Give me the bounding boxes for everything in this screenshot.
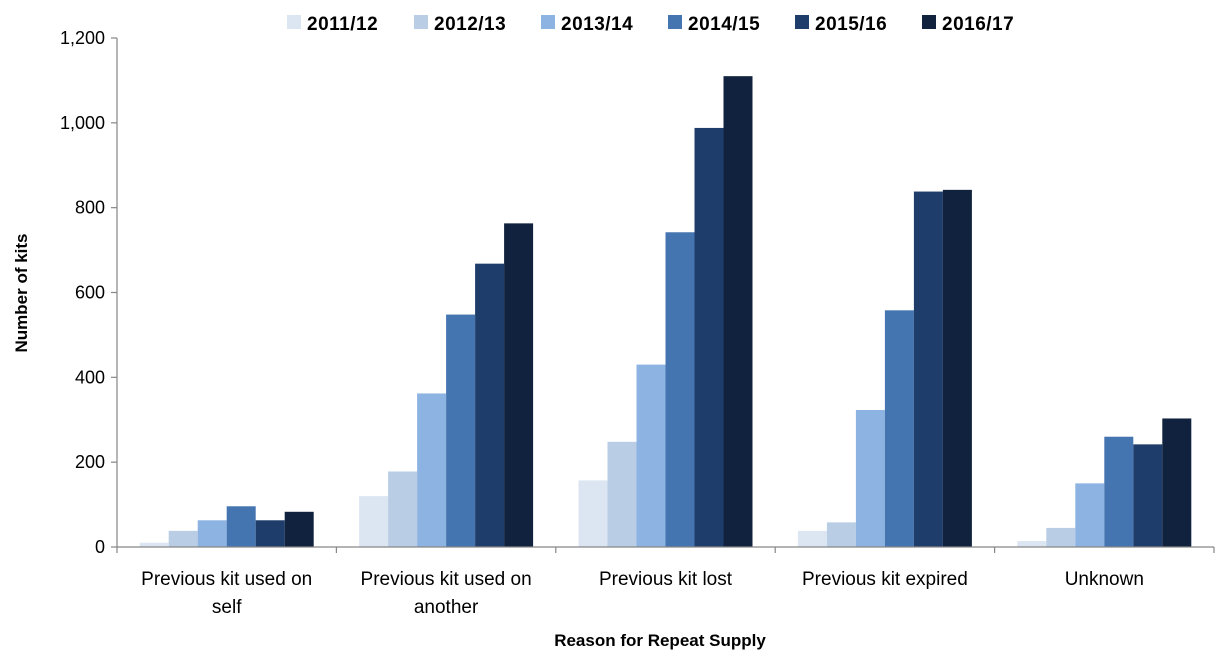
bar (417, 393, 447, 547)
bar (197, 520, 227, 547)
bar-series-2013-14 (197, 364, 1105, 547)
bar-series-2014-15 (226, 232, 1134, 548)
bar-series-2011-12 (139, 480, 1047, 547)
y-tick-label: 800 (75, 198, 105, 218)
y-axis-ticks: 0 200 400 600 800 1,000 1,200 (60, 28, 117, 557)
bar (139, 542, 169, 547)
legend-swatch (287, 15, 301, 29)
y-tick-label: 1,000 (60, 113, 105, 133)
bar (359, 496, 389, 547)
legend-item: 2012/13 (414, 14, 506, 35)
legend-item: 2015/16 (795, 14, 887, 35)
bar (388, 471, 418, 547)
bar (226, 506, 256, 547)
x-category-label: Previous kit expired (802, 569, 968, 590)
legend-label: 2011/12 (307, 14, 378, 35)
bar (723, 76, 753, 548)
bar (1104, 436, 1134, 547)
bar (578, 480, 608, 547)
bar (942, 189, 972, 547)
bar (607, 441, 637, 547)
x-axis-title: Reason for Repeat Supply (554, 631, 766, 650)
x-axis-category-labels: Previous kit used on self Previous kit use… (116, 547, 1215, 618)
y-tick-label: 0 (95, 537, 105, 557)
bar (284, 511, 314, 547)
bar (475, 263, 505, 547)
y-tick-label: 200 (75, 452, 105, 472)
bar (1133, 444, 1163, 547)
bar-series-group (139, 76, 1192, 548)
legend-swatch (668, 15, 682, 29)
x-category-label: Previous kit lost (599, 569, 733, 590)
legend-label: 2014/15 (688, 14, 760, 35)
bar (1017, 541, 1047, 547)
legend-label: 2015/16 (815, 14, 887, 35)
legend-label: 2013/14 (561, 14, 633, 35)
bar (446, 314, 476, 547)
legend-item: 2016/17 (922, 14, 1014, 35)
y-axis-title: Number of kits (12, 233, 31, 352)
y-tick-label: 600 (75, 283, 105, 303)
legend-swatch (414, 15, 428, 29)
chart-legend: 2011/12 2012/13 2013/14 2014/15 2015/16 2016/… (287, 14, 1014, 35)
bar-series-2012-13 (168, 441, 1076, 547)
bar (1046, 527, 1076, 547)
bar-series-2016-17 (284, 76, 1192, 548)
legend-item: 2011/12 (287, 14, 378, 35)
legend-label: 2012/13 (434, 14, 506, 35)
bar (168, 530, 198, 547)
bar (255, 520, 285, 547)
legend-item: 2014/15 (668, 14, 760, 35)
bar-series-2015-16 (255, 127, 1163, 547)
bar (694, 127, 724, 547)
bar (913, 191, 943, 547)
bar (884, 310, 914, 547)
legend-swatch (541, 15, 555, 29)
y-tick-label: 400 (75, 367, 105, 387)
legend-swatch (795, 15, 809, 29)
bar (636, 364, 666, 547)
bar (504, 223, 534, 547)
legend-swatch (922, 15, 936, 29)
bar (826, 522, 856, 547)
x-category-label: Previous kit used on self (141, 569, 312, 618)
bar (1075, 483, 1105, 547)
bar (665, 232, 695, 548)
bar (1162, 418, 1192, 547)
x-category-label: Unknown (1065, 569, 1144, 590)
legend-item: 2013/14 (541, 14, 633, 35)
legend-label: 2016/17 (942, 14, 1014, 35)
x-category-label: Previous kit used on another (361, 569, 532, 618)
bar (797, 530, 827, 547)
y-tick-label: 1,200 (60, 28, 105, 48)
bar (855, 409, 885, 547)
